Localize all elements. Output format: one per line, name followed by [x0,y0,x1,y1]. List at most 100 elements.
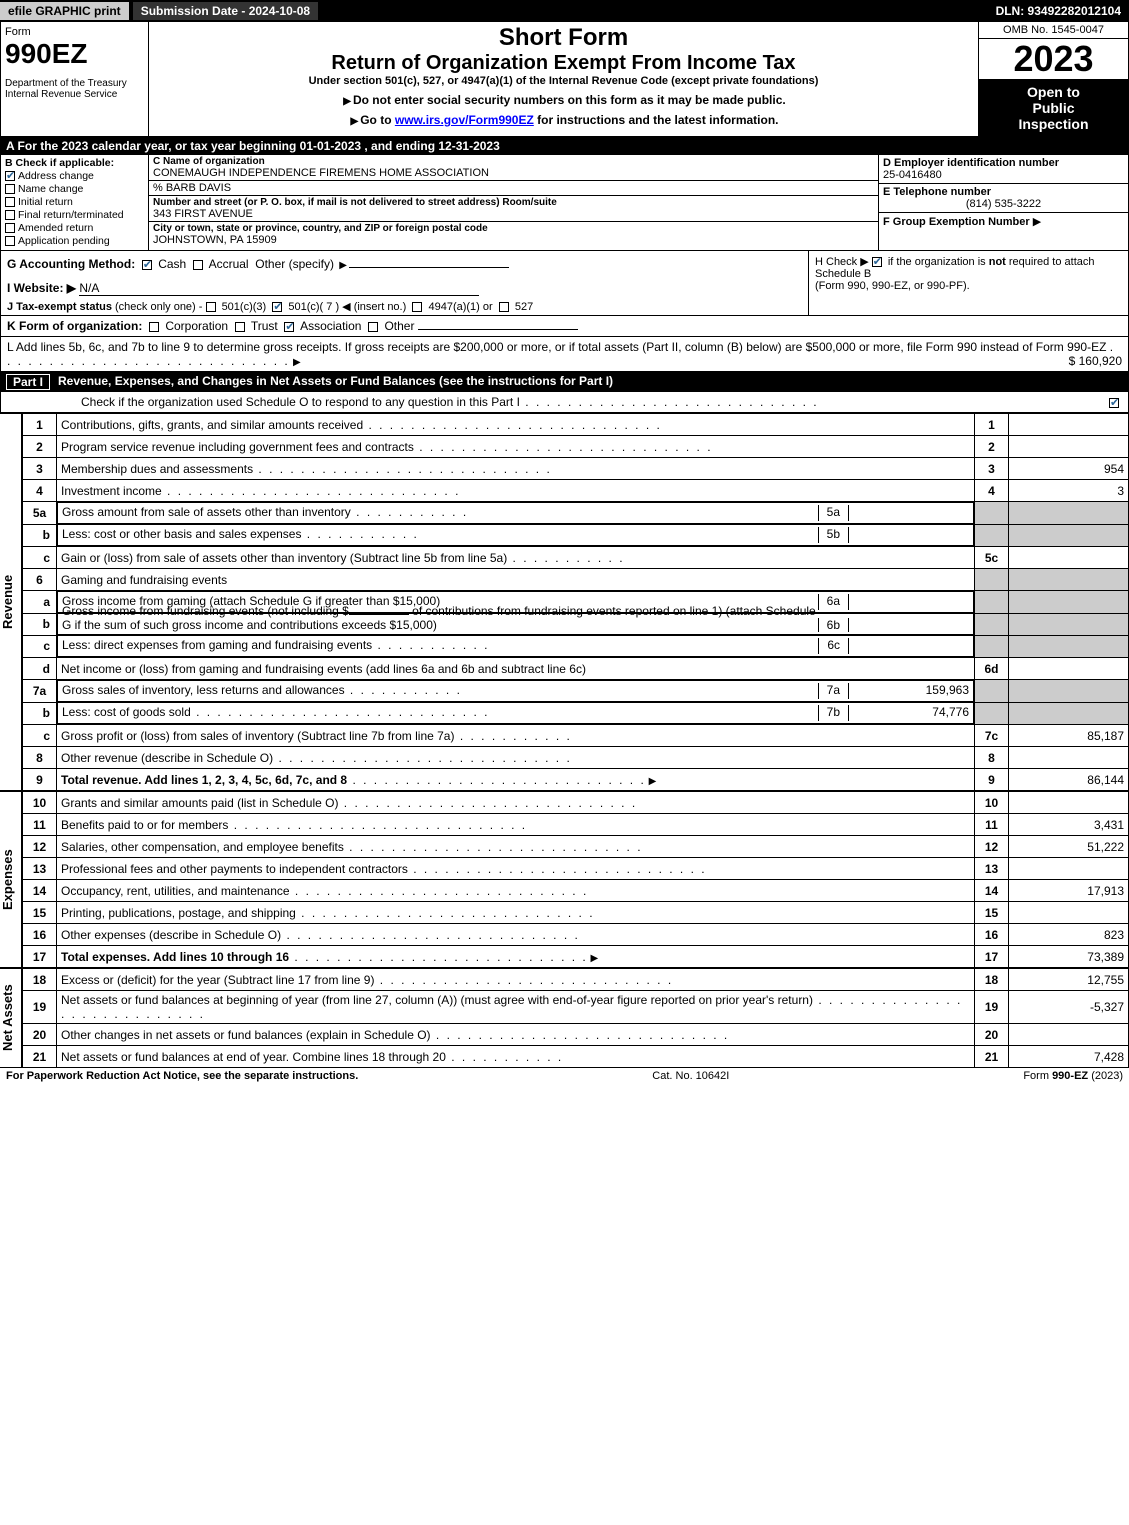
line-9-desc: Total revenue. Add lines 1, 2, 3, 4, 5c,… [61,773,347,787]
vlabel-expenses: Expenses [0,791,22,968]
chk-other-org[interactable] [368,322,378,332]
line-6d-val [1009,658,1129,680]
dept-treasury: Department of the Treasury [5,78,144,89]
lbl-initial-return: Initial return [18,196,73,208]
part1-checkline: Check if the organization used Schedule … [0,392,1129,413]
line-19-desc: Net assets or fund balances at beginning… [61,993,813,1007]
line-17-box: 17 [975,946,1009,968]
irs-link[interactable]: www.irs.gov/Form990EZ [395,113,534,127]
line-3-val: 954 [1009,458,1129,480]
chk-address-change[interactable] [5,171,15,181]
line-5b-shadev [1009,524,1129,547]
line-10-box: 10 [975,792,1009,814]
line-12-val: 51,222 [1009,836,1129,858]
title-short-form: Short Form [155,24,972,52]
line-7a-inlab: 7a [818,683,849,699]
line-3-desc: Membership dues and assessments [61,462,253,476]
line-19-num: 19 [23,991,57,1024]
line-2-desc: Program service revenue including govern… [61,440,414,454]
chk-501c[interactable] [272,302,282,312]
line-5a-desc: Gross amount from sale of assets other t… [62,505,351,519]
line-11-box: 11 [975,814,1009,836]
line-20-desc: Other changes in net assets or fund bala… [61,1028,431,1042]
line-7b-num: b [23,702,57,725]
line-6b-desc1: Gross income from fundraising events (no… [62,604,349,618]
lbl-trust: Trust [251,319,278,333]
line-7b-desc: Less: cost of goods sold [62,705,191,719]
line-5c-num: c [23,547,57,569]
line-11-desc: Benefits paid to or for members [61,818,228,832]
tax-year: 2023 [979,39,1128,80]
chk-corp[interactable] [149,322,159,332]
line-5b-num: b [23,524,57,547]
line-14-val: 17,913 [1009,880,1129,902]
lbl-assoc: Association [300,319,361,333]
chk-501c3[interactable] [206,302,216,312]
line-6c-inval [849,638,969,654]
line-7a-inval: 159,963 [849,683,969,699]
chk-cash[interactable] [142,260,152,270]
efile-print-button[interactable]: efile GRAPHIC print [0,2,129,20]
street: 343 FIRST AVENUE [153,208,874,220]
goto-pre: Go to [360,113,395,127]
row-gh: G Accounting Method: Cash Accrual Other … [0,251,1129,316]
line-7a-desc: Gross sales of inventory, less returns a… [62,683,345,697]
row-k: K Form of organization: Corporation Trus… [0,316,1129,337]
dept-irs: Internal Revenue Service [5,89,144,100]
other-org-input[interactable] [418,329,578,330]
f-label: F Group Exemption Number [883,216,1030,228]
line-15-num: 15 [23,902,57,924]
l-text: L Add lines 5b, 6c, and 7b to line 9 to … [7,340,1106,354]
chk-schedule-o[interactable] [1109,398,1119,408]
row-l: L Add lines 5b, 6c, and 7b to line 9 to … [0,337,1129,372]
line-16-val: 823 [1009,924,1129,946]
chk-4947[interactable] [412,302,422,312]
lbl-name-change: Name change [18,183,83,195]
line-6b-amount-input[interactable] [349,614,409,615]
open-line2: Public [981,100,1126,116]
line-16-num: 16 [23,924,57,946]
line-14-num: 14 [23,880,57,902]
other-method-input[interactable] [349,267,509,268]
website: N/A [79,281,479,296]
col-def: D Employer identification number 25-0416… [878,155,1128,250]
line-21-desc: Net assets or fund balances at end of ye… [61,1050,446,1064]
ssn-warning: Do not enter social security numbers on … [353,93,786,107]
line-17-num: 17 [23,946,57,968]
line-12-desc: Salaries, other compensation, and employ… [61,840,344,854]
line-5b-desc: Less: cost or other basis and sales expe… [62,527,301,541]
line-6d-num: d [23,658,57,680]
f-arrow-icon: ▶ [1033,216,1041,228]
expenses-table: 10Grants and similar amounts paid (list … [22,791,1129,968]
line-16-box: 16 [975,924,1009,946]
line-6a-inlab: 6a [818,594,849,610]
line-6c-shade [975,635,1009,658]
line-4-val: 3 [1009,480,1129,502]
chk-final-return[interactable] [5,210,15,220]
line-6c-inlab: 6c [818,638,849,654]
line-6a-shadev [1009,591,1129,614]
line-4-num: 4 [23,480,57,502]
chk-trust[interactable] [235,322,245,332]
part1-bar: Part I Revenue, Expenses, and Changes in… [0,372,1129,392]
lbl-accrual: Accrual [209,257,249,271]
chk-527[interactable] [499,302,509,312]
line-13-box: 13 [975,858,1009,880]
line-21-val: 7,428 [1009,1046,1129,1068]
line-5a-shadev [1009,502,1129,525]
chk-application-pending[interactable] [5,236,15,246]
chk-schedule-b[interactable] [872,257,882,267]
line-18-desc: Excess or (deficit) for the year (Subtra… [61,973,374,987]
chk-accrual[interactable] [193,260,203,270]
d-label: D Employer identification number [883,157,1124,169]
section-net-assets: Net Assets 18Excess or (deficit) for the… [0,968,1129,1068]
chk-assoc[interactable] [284,322,294,332]
line-6a-inval [849,594,969,610]
goto-post: for instructions and the latest informat… [534,113,779,127]
h-not: not [989,256,1006,268]
line-19-val: -5,327 [1009,991,1129,1024]
chk-amended-return[interactable] [5,223,15,233]
chk-name-change[interactable] [5,184,15,194]
chk-initial-return[interactable] [5,197,15,207]
line-6d-desc: Net income or (loss) from gaming and fun… [57,658,975,680]
